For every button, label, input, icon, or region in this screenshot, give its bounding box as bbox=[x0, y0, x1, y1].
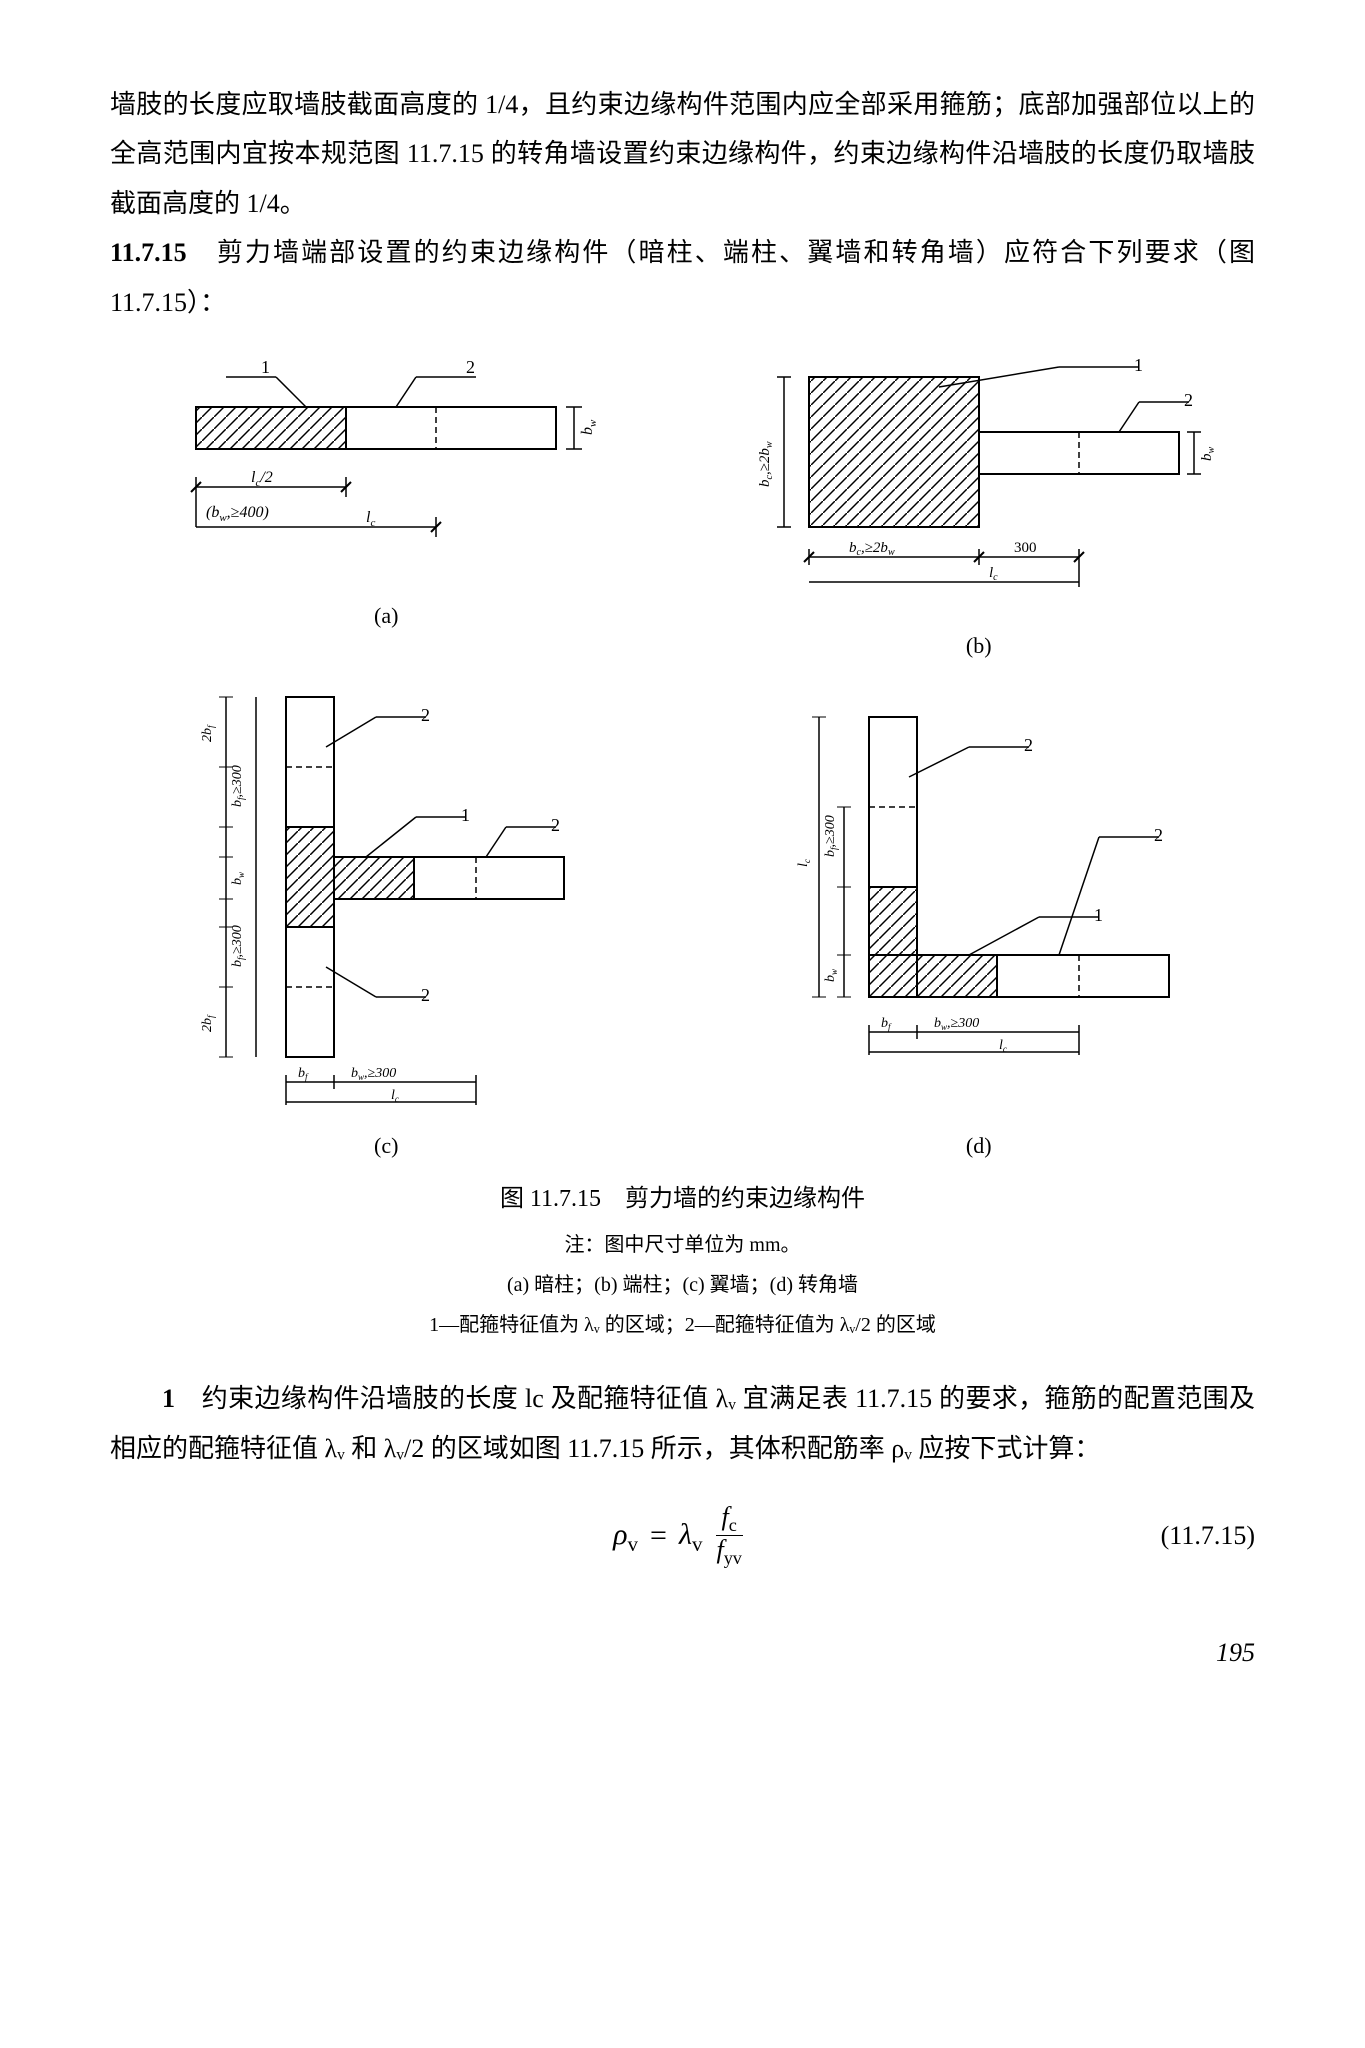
dim-bw-d: bw bbox=[823, 969, 839, 982]
diagram-b: 1 2 bc,≥2bw bw bc,≥2bw 300 lc bbox=[739, 357, 1219, 617]
dim-lc-c: lc bbox=[391, 1088, 399, 1104]
dim-bw-b: bw bbox=[1199, 446, 1217, 461]
figure-a: 1 2 bw lc/2 (bw,≥400) lc (a) bbox=[166, 357, 606, 667]
dim-lc-d: lc bbox=[999, 1038, 1007, 1054]
dim-2bf-bot: 2bf bbox=[200, 1014, 216, 1032]
diagram-d: 2 2 1 lc bf,≥300 bw bf bbox=[759, 687, 1199, 1117]
dim-bf-d: bf bbox=[881, 1016, 892, 1032]
figure-note-labels: (a) 暗柱；(b) 端柱；(c) 翼墙；(d) 转角墙 bbox=[110, 1266, 1255, 1304]
callout-1: 1 bbox=[261, 357, 270, 377]
callout-2c-top: 2 bbox=[421, 705, 430, 725]
dim-lc-b: lc bbox=[989, 565, 998, 583]
callout-2d-top: 2 bbox=[1024, 735, 1033, 755]
figure-d: 2 2 1 lc bf,≥300 bw bf bbox=[759, 687, 1199, 1167]
figure-a-label: (a) bbox=[374, 595, 398, 637]
callout-2: 2 bbox=[466, 357, 475, 377]
dim-bf-c: bf bbox=[298, 1066, 309, 1082]
item-number-1: 1 bbox=[162, 1384, 175, 1413]
diagram-a: 1 2 bw lc/2 (bw,≥400) lc bbox=[166, 357, 606, 587]
dim-bw: bw bbox=[579, 419, 599, 435]
figure-grid: 1 2 bw lc/2 (bw,≥400) lc (a) bbox=[110, 357, 1255, 1167]
dim-bf300-top: bf,≥300 bbox=[230, 765, 246, 807]
figure-c-label: (c) bbox=[374, 1125, 398, 1167]
dim-lc2: lc/2 bbox=[251, 469, 273, 489]
section-text: 剪力墙端部设置的约束边缘构件（暗柱、端柱、翼墙和转角墙）应符合下列要求（图 11… bbox=[110, 238, 1255, 316]
eq-lambda: λv bbox=[679, 1506, 703, 1565]
diagram-c: 2 1 2 2 2bf bf,≥300 bw bf,≥300 2 bbox=[166, 687, 606, 1117]
callout-2c-bot: 2 bbox=[421, 985, 430, 1005]
figure-b: 1 2 bc,≥2bw bw bc,≥2bw 300 lc bbox=[739, 357, 1219, 667]
dim-bw400: (bw,≥400) bbox=[206, 504, 269, 524]
callout-1d: 1 bbox=[1094, 905, 1103, 925]
paragraph-item-1: 1 约束边缘构件沿墙肢的长度 lc 及配箍特征值 λᵥ 宜满足表 11.7.15… bbox=[110, 1374, 1255, 1473]
dim-bc2bw-v: bc,≥2bw bbox=[757, 441, 775, 487]
callout-2c-right: 2 bbox=[551, 815, 560, 835]
equation-11-7-15: ρv = λv fc fyv (11.7.15) bbox=[110, 1503, 1255, 1568]
dim-bw-c: bw bbox=[230, 872, 246, 885]
eq-equals: = bbox=[650, 1507, 667, 1564]
figure-d-label: (d) bbox=[966, 1125, 992, 1167]
eq-lhs: ρv bbox=[613, 1506, 638, 1565]
paragraph-intro: 墙肢的长度应取墙肢截面高度的 1/4，且约束边缘构件范围内应全部采用箍筋；底部加… bbox=[110, 80, 1255, 228]
eq-fraction: fc fyv bbox=[710, 1503, 747, 1568]
dim-300-b: 300 bbox=[1014, 540, 1037, 556]
item-1-text: 约束边缘构件沿墙肢的长度 lc 及配箍特征值 λᵥ 宜满足表 11.7.15 的… bbox=[110, 1384, 1255, 1462]
figure-title: 图 11.7.15 剪力墙的约束边缘构件 bbox=[110, 1177, 1255, 1223]
section-number: 11.7.15 bbox=[110, 238, 187, 267]
callout-2d-right: 2 bbox=[1154, 825, 1163, 845]
dim-2bf-top: 2bf bbox=[200, 724, 216, 742]
dim-bc2bw: bc,≥2bw bbox=[849, 540, 895, 558]
equation-number: (11.7.15) bbox=[1161, 1511, 1255, 1560]
callout-1b: 1 bbox=[1134, 357, 1143, 375]
page-number: 195 bbox=[110, 1628, 1255, 1677]
dim-bf300-bot: bf,≥300 bbox=[230, 925, 246, 967]
paragraph-11-7-15: 11.7.15 剪力墙端部设置的约束边缘构件（暗柱、端柱、翼墙和转角墙）应符合下… bbox=[110, 228, 1255, 327]
figure-c: 2 1 2 2 2bf bf,≥300 bw bf,≥300 2 bbox=[166, 687, 606, 1167]
dim-bf300-d: bf,≥300 bbox=[823, 815, 839, 857]
dim-bw300-d: bw,≥300 bbox=[934, 1016, 979, 1032]
callout-1c: 1 bbox=[461, 805, 470, 825]
dim-bw300-c: bw,≥300 bbox=[351, 1066, 396, 1082]
figure-note-legend: 1—配箍特征值为 λᵥ 的区域；2—配箍特征值为 λᵥ/2 的区域 bbox=[110, 1306, 1255, 1344]
dim-lc-a: lc bbox=[366, 509, 375, 529]
callout-2b: 2 bbox=[1184, 390, 1193, 410]
dim-lc-d-v: lc bbox=[796, 859, 812, 867]
figure-b-label: (b) bbox=[966, 625, 992, 667]
figure-note-units: 注：图中尺寸单位为 mm。 bbox=[110, 1226, 1255, 1264]
